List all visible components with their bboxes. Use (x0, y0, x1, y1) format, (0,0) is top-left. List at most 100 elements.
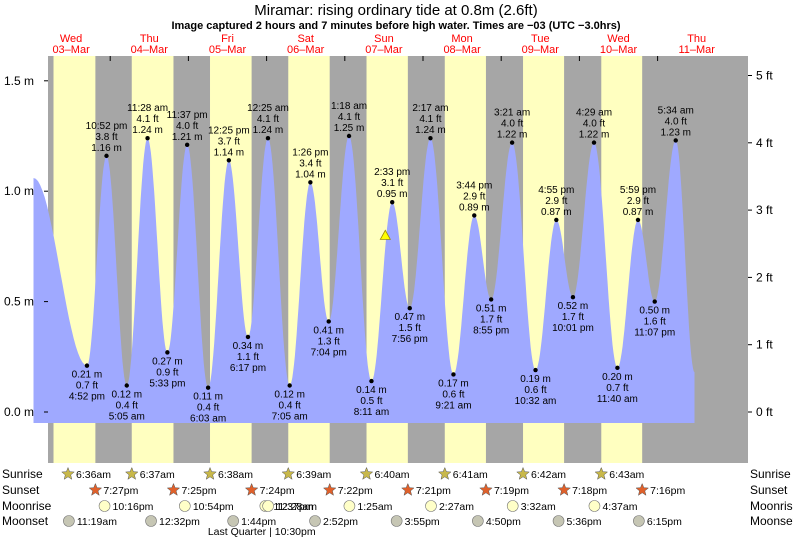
tide-low: 0.21 m0.7 ft4:52 pm (69, 363, 105, 403)
tide-point (554, 217, 559, 223)
row-label-moonset: Moonset (2, 514, 49, 528)
tide-point (635, 217, 641, 223)
tide-label: 0.5 ft (360, 396, 382, 407)
sunrise-icon (61, 466, 75, 480)
tide-high: 4:29 am4.0 ft1.22 m (576, 108, 612, 145)
tide-label: 0.4 ft (116, 401, 138, 412)
tide-label: 1.21 m (172, 132, 203, 143)
sunrise-time: 6:38am (218, 469, 253, 481)
moonset-time: 1:44pm (241, 516, 276, 528)
tide-label: 1.24 m (253, 125, 284, 136)
tide-label: 2.9 ft (627, 196, 649, 207)
moonrise-time: 10:16pm (113, 501, 154, 513)
day-date: 07–Mar (365, 44, 403, 56)
tide-point (346, 133, 352, 139)
tide-label: 5:33 pm (149, 378, 185, 389)
day-date: 09–Mar (522, 44, 560, 56)
sun-moon-rows: Sunrise Sunrise Sunset Sunset Moonrise Moonri… (2, 466, 793, 538)
tide-label: 11:40 am (597, 394, 638, 405)
tide-label: 1.24 m (132, 125, 163, 136)
tide-label: 4.0 ft (501, 119, 523, 130)
tide-label: 6:03 am (190, 414, 226, 425)
tide-label: 0.47 m (394, 312, 425, 323)
tide-label: 4:52 pm (69, 392, 105, 403)
tide-area (33, 136, 695, 423)
sunset-icon (244, 482, 259, 496)
sunset-icon (401, 482, 415, 496)
tide-point (533, 367, 538, 373)
day-name: Thu (687, 33, 706, 45)
tide-label: 1.04 m (295, 169, 326, 180)
moonrise-time: 1:25am (357, 501, 392, 513)
moonset-icon (227, 515, 239, 527)
sunrise-time: 6:39am (296, 469, 331, 481)
tide-high: 1:26 pm3.4 ft1.04 m (292, 147, 328, 185)
tide-point (488, 297, 494, 302)
tide-label: 8:55 pm (473, 325, 509, 336)
tide-label: 1.23 m (660, 127, 691, 138)
y-tick-label-m: 0.5 m (4, 295, 34, 309)
tide-point (390, 200, 395, 205)
tide-low: 0.47 m1.5 ft7:56 pm (392, 306, 428, 345)
tide-label: 4.0 ft (176, 121, 198, 132)
moonrise-time: 10:54pm (193, 501, 234, 513)
tide-label: 7:04 pm (311, 347, 347, 358)
tide-label: 1.16 m (91, 143, 122, 154)
moonset-time: 2:52pm (323, 516, 358, 528)
tide-point (308, 180, 313, 185)
tide-high: 2:17 am4.1 ft1.24 m (412, 103, 449, 141)
tide-high: 11:37 pm4.0 ft1.21 m (167, 110, 208, 148)
tide-label: 4.1 ft (419, 114, 441, 125)
day-name: Sat (297, 33, 314, 45)
moonrise-icon (506, 500, 519, 512)
tide-high: 3:44 pm2.9 ft0.89 m (456, 180, 492, 218)
sunrise-time: 6:43am (609, 469, 644, 481)
moonrise-icon (179, 500, 191, 512)
sunrise-icon (281, 466, 296, 480)
moonset-icon (145, 515, 157, 527)
tide-label: 3.7 ft (218, 136, 240, 147)
tide-point (165, 350, 170, 355)
tide-point (591, 140, 597, 145)
tide-label: 11:37 pm (167, 110, 208, 121)
tide-point (205, 385, 211, 390)
tide-high: 5:59 pm2.9 ft0.87 m (620, 185, 656, 223)
sunrise-icon (437, 466, 452, 480)
moonset-icon (63, 515, 75, 527)
tide-point (451, 372, 456, 377)
moonset-icon (472, 515, 484, 527)
tide-point (145, 136, 150, 141)
moonrise-icon (425, 500, 437, 512)
moonset-icon (309, 515, 321, 527)
tide-label: 2.9 ft (463, 191, 485, 202)
tide-low: 0.11 m0.4 ft6:03 am (190, 385, 226, 425)
tide-point (570, 294, 576, 300)
day-name: Tue (531, 33, 550, 45)
y-tick-label-m: 1.5 m (4, 74, 34, 88)
tide-point (407, 306, 412, 311)
moonrise-time: 3:32am (521, 501, 556, 513)
sunrise-icon (359, 466, 374, 480)
tide-high: 5:34 am4.0 ft1.23 m (658, 105, 694, 143)
moonset-icon (390, 515, 403, 527)
day-date: 04–Mar (131, 44, 169, 56)
tide-point (615, 365, 620, 371)
tide-label: 0.27 m (152, 356, 183, 367)
tide-point (226, 158, 232, 163)
y-tick-label-ft: 5 ft (756, 69, 773, 83)
tide-low: 0.51 m1.7 ft8:55 pm (473, 297, 509, 336)
tide-label: 0.19 m (520, 374, 551, 385)
tide-label: 2:33 pm (374, 167, 410, 178)
tide-label: 0.4 ft (279, 401, 301, 412)
moonrise-icon (343, 500, 356, 512)
y-tick-label-ft: 4 ft (756, 136, 773, 150)
tide-point (184, 142, 190, 148)
y-tick-label-m: 0.0 m (4, 405, 34, 419)
tide-label: 9:21 am (435, 400, 471, 411)
tide-low: 0.17 m0.6 ft9:21 am (435, 372, 472, 411)
moonrise-time: 12:28am (276, 501, 317, 513)
tide-low: 0.12 m0.4 ft7:05 am (272, 383, 308, 423)
